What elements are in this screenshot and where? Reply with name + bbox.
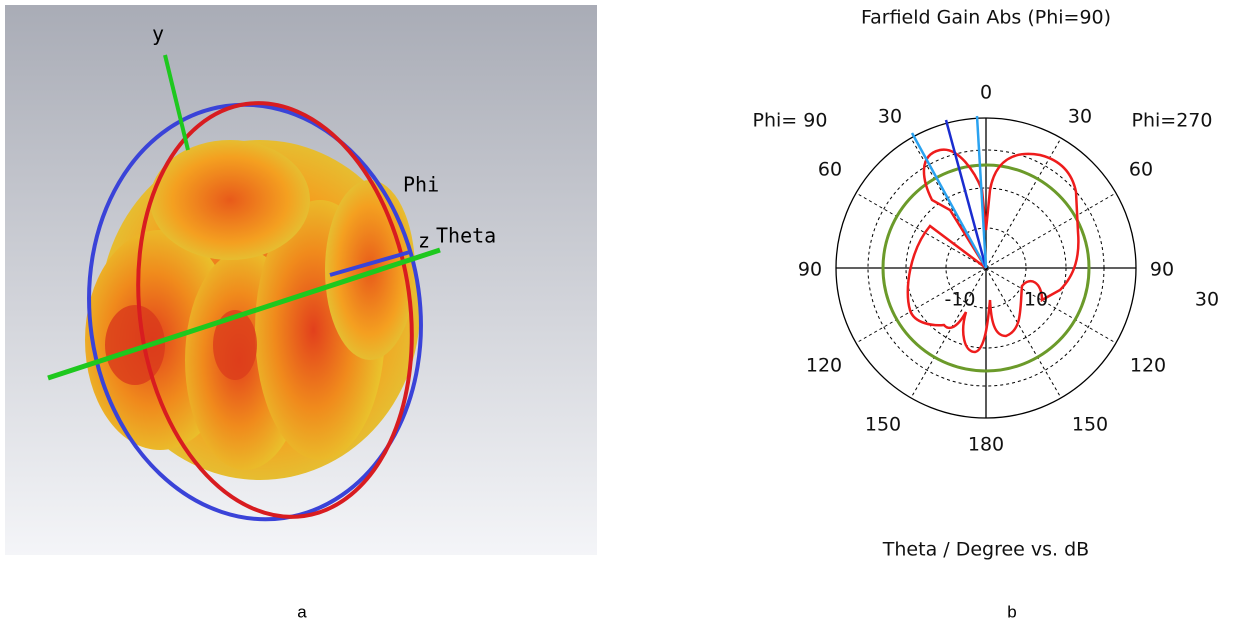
- radial-label: 10: [1024, 289, 1048, 311]
- beam-line: [975, 115, 988, 269]
- panel-a: y Phi z Theta: [5, 5, 597, 555]
- panel-b: Farfield Gain Abs (Phi=90) Phi= 90 Phi=2…: [753, 7, 1220, 561]
- phi-label: Phi= 90: [753, 110, 828, 132]
- axis-label: z: [418, 229, 430, 253]
- angle-label: 90: [798, 259, 822, 281]
- spoke: [910, 267, 987, 399]
- theta-ring: [136, 101, 414, 519]
- beam-line: [944, 119, 988, 269]
- spoke: [985, 192, 1117, 269]
- axis-label: Phi: [403, 173, 439, 197]
- y-axis: [163, 54, 190, 151]
- angle-label: 180: [968, 434, 1004, 456]
- spoke: [985, 137, 1062, 269]
- angle-label: 120: [806, 355, 842, 377]
- axis-label: Theta: [436, 224, 496, 248]
- angle-label: 120: [1130, 355, 1166, 377]
- beam-line: [910, 132, 988, 269]
- spoke: [855, 267, 987, 344]
- axis-caption: Theta / Degree vs. dB: [882, 539, 1089, 561]
- angle-label: 150: [865, 414, 901, 436]
- angle-label: 30: [878, 106, 902, 128]
- radial-label: 30: [1195, 289, 1219, 311]
- spokes: [855, 137, 1117, 399]
- caption: a: [297, 602, 307, 621]
- angle-label: 60: [818, 159, 842, 181]
- angle-label: 150: [1072, 414, 1108, 436]
- chart-title: Farfield Gain Abs (Phi=90): [861, 7, 1111, 29]
- radial-label: -10: [944, 289, 975, 311]
- angle-label: 90: [1150, 259, 1174, 281]
- angle-label: 60: [1129, 159, 1153, 181]
- z-axis: [47, 247, 441, 381]
- angle-label: 0: [980, 82, 992, 104]
- theta-vector: [329, 250, 411, 277]
- angle-label: 30: [1068, 106, 1092, 128]
- spoke: [985, 267, 1117, 344]
- axis-label: y: [152, 22, 164, 46]
- spoke: [985, 267, 1062, 399]
- spoke: [855, 192, 987, 269]
- phi-label: Phi=270: [1132, 110, 1213, 132]
- caption: b: [1007, 602, 1016, 621]
- reference-circle: [881, 163, 1091, 373]
